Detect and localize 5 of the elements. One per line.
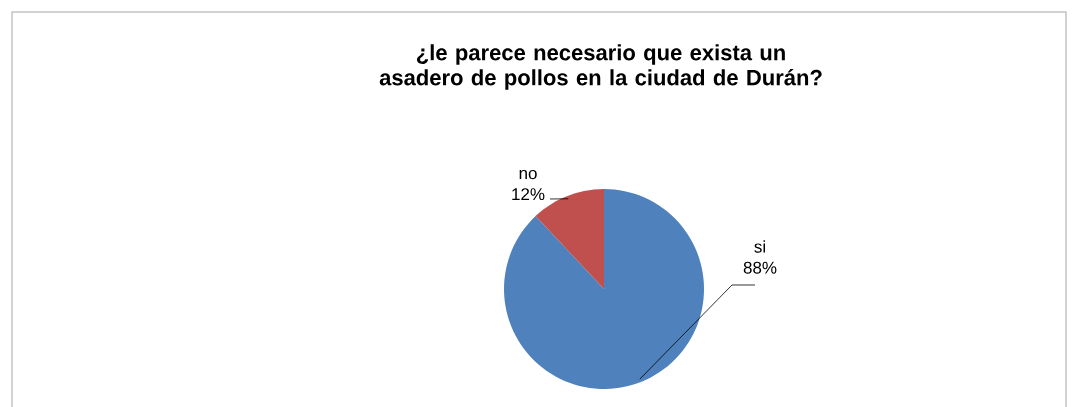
data-label: 88% bbox=[743, 261, 777, 274]
slice-label: si bbox=[754, 240, 766, 253]
chart-title: ¿le parece necesario que exista un asadero de pollos en la ciudad de Durán? bbox=[379, 44, 822, 90]
data-label: 12% bbox=[512, 188, 545, 201]
slice-label: no bbox=[519, 169, 537, 180]
